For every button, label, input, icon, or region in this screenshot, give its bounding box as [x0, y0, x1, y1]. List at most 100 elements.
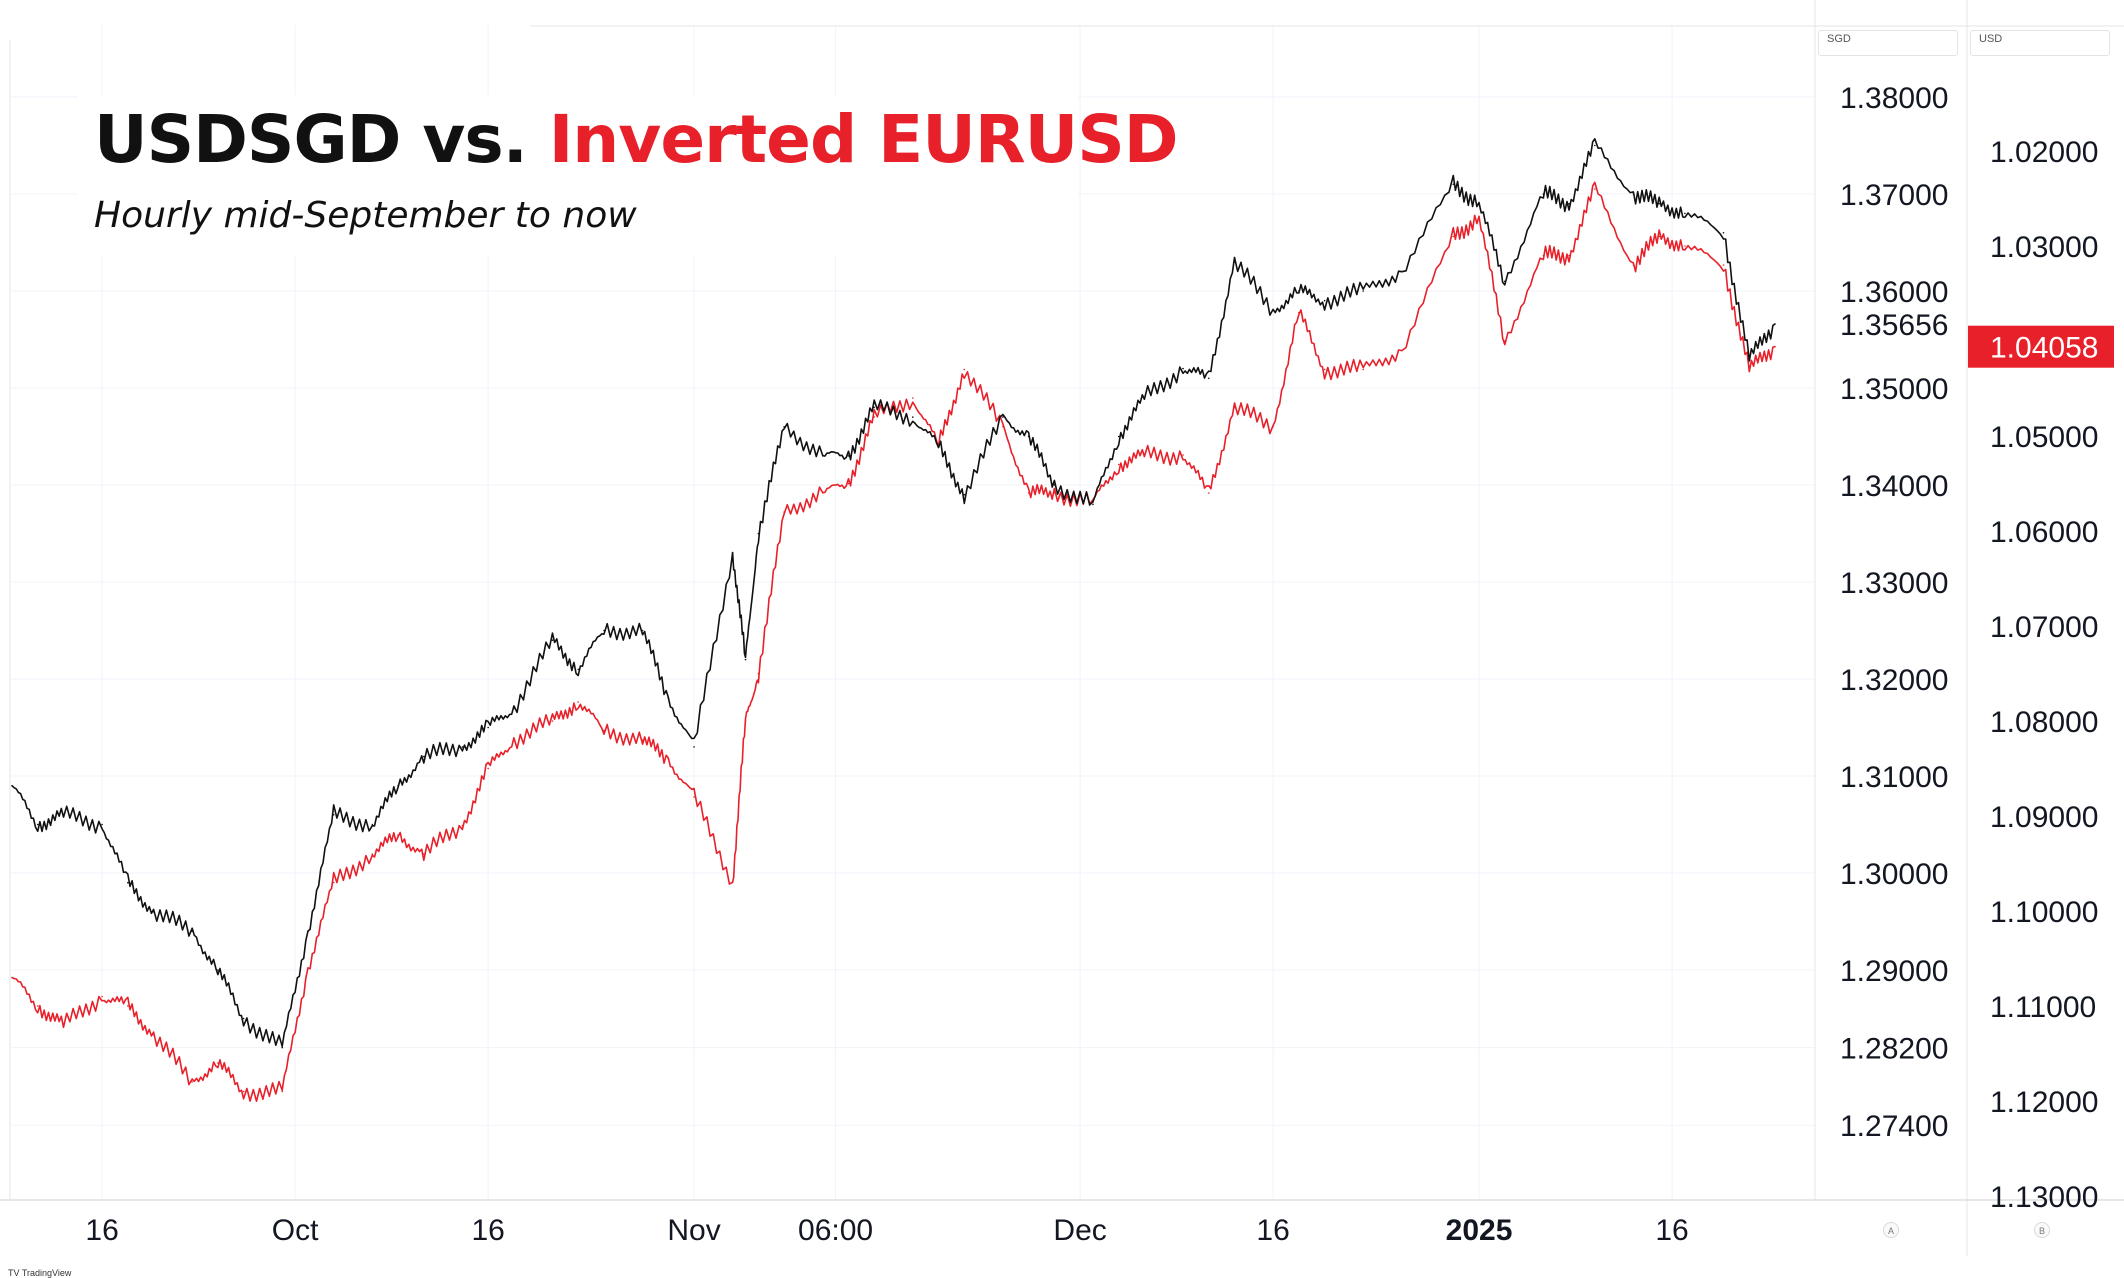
data-point: [101, 823, 103, 826]
time-tick-label: 16: [471, 1214, 504, 1247]
data-point: [1774, 345, 1776, 348]
data-point: [783, 511, 785, 513]
data-point: [1362, 290, 1365, 292]
data-point: [603, 629, 605, 632]
data-point: [307, 930, 309, 932]
data-point: [1503, 340, 1506, 342]
data-point: [1722, 264, 1725, 266]
data-point: [963, 368, 966, 371]
data-point: [1452, 235, 1455, 238]
sgd-tick-label: 1.28200: [1840, 1033, 1948, 1066]
sgd-price-axis[interactable]: 1.38000 1.37000 1.36000 1.35000 1.34000 1.330…: [1840, 82, 1948, 1143]
data-point: [1684, 245, 1686, 247]
data-point: [1748, 358, 1751, 360]
data-point: [821, 492, 824, 494]
series-line: [11, 181, 1776, 1102]
data-point: [1298, 311, 1300, 314]
data-point: [1362, 368, 1365, 371]
data-point: [551, 639, 554, 641]
data-point: [744, 720, 747, 722]
data-point: [307, 967, 309, 969]
data-point: [551, 720, 554, 722]
title-usdsgd: USDSGD vs.: [94, 101, 528, 178]
data-point: [36, 823, 39, 826]
data-point: [11, 976, 13, 979]
data-point: [1207, 377, 1210, 380]
data-point: [1568, 254, 1570, 257]
data-point: [1478, 202, 1480, 205]
usd-tick-label: 1.03000: [1990, 231, 2098, 264]
data-point: [1658, 202, 1660, 205]
data-point: [62, 1024, 65, 1026]
data-point: [1594, 144, 1596, 147]
data-point: [281, 1046, 284, 1049]
sgd-tick-label: 1.32000: [1840, 664, 1948, 697]
data-point: [912, 397, 914, 399]
pane-a-button[interactable]: A: [1883, 1222, 1899, 1238]
usd-price-axis[interactable]: 1.020001.030001.040001.050001.060001.070…: [1968, 136, 2114, 1214]
data-point: [127, 1005, 129, 1007]
data-point: [191, 1081, 193, 1083]
data-point: [242, 1090, 245, 1093]
data-point: [332, 881, 335, 884]
title-inverted-eurusd: Inverted EURUSD: [548, 101, 1179, 178]
data-point: [62, 814, 65, 816]
data-point: [1323, 299, 1326, 302]
time-tick-label: 06:00: [798, 1214, 873, 1247]
data-point: [641, 739, 644, 741]
data-point: [1272, 309, 1274, 312]
data-point: [11, 784, 13, 787]
data-point: [783, 426, 785, 428]
data-point: [693, 796, 695, 798]
data-point: [873, 416, 875, 418]
sgd-tick-label: 1.36000: [1840, 276, 1948, 309]
data-point: [1542, 193, 1545, 195]
time-axis[interactable]: 16 Oct 16 Nov 06:00 Dec 16 2025 16: [85, 1214, 1688, 1247]
data-point: [731, 552, 734, 554]
time-tick-label: Dec: [1053, 1214, 1106, 1247]
data-point: [1233, 406, 1236, 409]
series-layer: [11, 138, 1776, 1102]
data-point: [461, 746, 464, 748]
sgd-tick-label: 1.30000: [1840, 858, 1948, 891]
data-point: [397, 784, 399, 787]
data-point: [731, 881, 734, 884]
data-point: [847, 455, 850, 457]
usd-tick-label: 1.12000: [1990, 1086, 2098, 1119]
data-point: [1143, 396, 1146, 399]
sgd-tick-label: 1.29000: [1840, 955, 1948, 988]
chart-title: USDSGD vs. Inverted EURUSD: [94, 101, 1179, 178]
sgd-tick-label: 1.31000: [1840, 761, 1948, 794]
data-point: [127, 881, 129, 884]
data-point: [217, 1062, 219, 1064]
data-point: [577, 701, 580, 703]
data-point: [577, 668, 580, 671]
data-point: [1452, 183, 1455, 186]
data-point: [667, 758, 670, 760]
data-point: [242, 1017, 245, 1020]
data-point: [1594, 188, 1596, 190]
time-tick-label: Oct: [272, 1214, 319, 1247]
footer-brand: TV TradingView: [8, 1268, 72, 1278]
time-tick-label: 16: [1256, 1214, 1289, 1247]
usd-tick-label: 1.05000: [1990, 421, 2098, 454]
data-point: [1748, 368, 1751, 371]
data-point: [101, 995, 103, 998]
data-point: [1503, 280, 1506, 283]
data-point: [912, 416, 914, 418]
data-point: [667, 697, 670, 700]
usd-last-value-badge: [1968, 325, 2114, 368]
data-point: [281, 1090, 284, 1093]
usd-axis-tag[interactable]: USD: [1970, 30, 2110, 56]
sgd-axis-tag[interactable]: SGD: [1818, 30, 1958, 56]
sgd-tick-label: 1.38000: [1840, 82, 1948, 115]
pane-b-button[interactable]: B: [2034, 1222, 2050, 1238]
sgd-tick-label: 1.34000: [1840, 470, 1948, 503]
data-point: [1182, 454, 1184, 456]
series-line: [11, 138, 1776, 1048]
usd-tick-label: 1.06000: [1990, 516, 2098, 549]
data-point: [487, 767, 489, 770]
data-point: [1722, 232, 1725, 234]
data-point: [397, 834, 399, 836]
data-point: [1143, 454, 1146, 456]
